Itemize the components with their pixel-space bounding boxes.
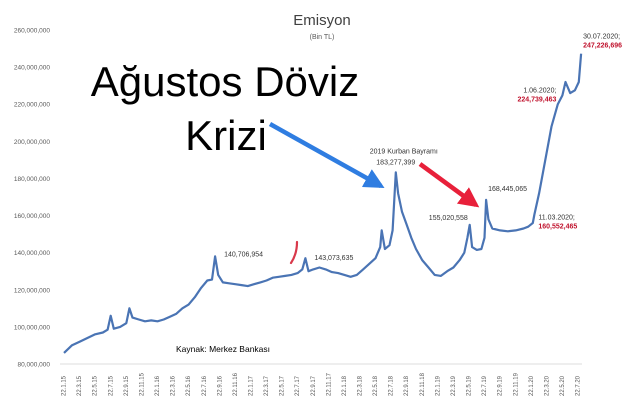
x-tick-label: 22.11.15 [139, 372, 145, 396]
x-tick-label: 22.5.17 [280, 375, 286, 396]
x-tick-label: 22.11.19 [513, 372, 519, 396]
data-label: 1.06.2020; [523, 87, 556, 94]
red-arrow [418, 162, 480, 208]
data-label: 160,552,465 [538, 224, 577, 231]
chart-subtitle: (Bin TL) [310, 34, 335, 41]
x-tick-label: 22.7.16 [202, 375, 208, 396]
x-tick-label: 22.5.19 [467, 375, 473, 396]
data-label: 2019 Kurban Bayramı [370, 148, 438, 155]
x-tick-label: 22.7.17 [295, 375, 301, 396]
x-tick-label: 22.7.19 [482, 375, 488, 396]
x-tick-label: 22.3.15 [77, 375, 83, 396]
data-label: 140,706,954 [224, 251, 263, 258]
x-tick-label: 22.11.18 [420, 372, 426, 396]
overlay-text-line1: Ağustos Döviz [91, 58, 359, 105]
data-label: 224,739,463 [517, 96, 556, 103]
data-label: 155,020,558 [429, 215, 468, 222]
data-label: 30.07.2020; [583, 34, 620, 41]
x-tick-label: 22.1.17 [248, 375, 254, 396]
y-tick-label: 260,000,000 [14, 28, 51, 35]
x-tick-label: 22.1.19 [435, 375, 441, 396]
x-tick-label: 22.11.17 [326, 372, 332, 396]
y-tick-label: 140,000,000 [14, 250, 51, 257]
x-tick-label: 22.3.20 [544, 375, 550, 396]
source-note: Kaynak: Merkez Bankası [176, 344, 270, 354]
x-tick-label: 22.7.18 [389, 375, 395, 396]
x-tick-label: 22.5.15 [93, 375, 99, 396]
data-label: 183,277,399 [376, 159, 415, 166]
x-tick-label: 22.3.16 [171, 375, 177, 396]
x-tick-label: 22.5.18 [373, 375, 379, 396]
data-label: 11.03.2020; [538, 215, 575, 222]
y-tick-label: 80,000,000 [17, 362, 50, 369]
x-tick-label: 22.3.17 [264, 375, 270, 396]
x-tick-label: 22.5.16 [186, 375, 192, 396]
data-label: 247,226,696 [583, 43, 622, 50]
x-tick-label: 22.9.18 [404, 375, 410, 396]
x-tick-label: 22.7.15 [108, 375, 114, 396]
x-tick-label: 22.1.15 [62, 375, 68, 396]
y-tick-label: 160,000,000 [14, 213, 51, 220]
y-tick-label: 120,000,000 [14, 287, 51, 294]
x-tick-label: 22.7.20 [576, 375, 582, 396]
x-tick-label: 22.11.16 [233, 372, 239, 396]
red-mark [289, 240, 299, 265]
data-label: 168,445,065 [488, 186, 527, 193]
data-label: 143,073,635 [314, 255, 353, 262]
x-axis: 22.1.15 22.3.15 22.5.15 22.7.15 22.9.15 22.11… [60, 363, 582, 396]
x-tick-label: 22.1.18 [342, 375, 348, 396]
blue-arrow [268, 122, 385, 188]
chart-title: Emisyon [293, 12, 351, 29]
x-tick-label: 22.1.16 [155, 375, 161, 396]
x-tick-label: 22.9.15 [124, 375, 130, 396]
y-axis: 80,000,000 100,000,000 120,000,000 140,000,… [14, 28, 51, 369]
y-tick-label: 100,000,000 [14, 324, 51, 331]
x-tick-label: 22.9.19 [498, 375, 504, 396]
y-tick-label: 220,000,000 [14, 102, 51, 109]
x-tick-label: 22.1.20 [529, 375, 535, 396]
y-tick-label: 200,000,000 [14, 139, 51, 146]
x-tick-label: 22.9.16 [217, 375, 223, 396]
emission-series-line [63, 53, 583, 354]
x-tick-label: 22.5.20 [560, 375, 566, 396]
x-tick-label: 22.9.17 [311, 375, 317, 396]
arrows [268, 122, 480, 265]
y-tick-label: 240,000,000 [14, 65, 51, 72]
x-tick-label: 22.3.19 [451, 375, 457, 396]
overlay-text-line2: Krizi [185, 112, 267, 159]
data-annotations: 140,706,954 143,073,635 2019 Kurban Bayram… [224, 34, 622, 263]
y-tick-label: 180,000,000 [14, 176, 51, 183]
x-tick-label: 22.3.18 [358, 375, 364, 396]
